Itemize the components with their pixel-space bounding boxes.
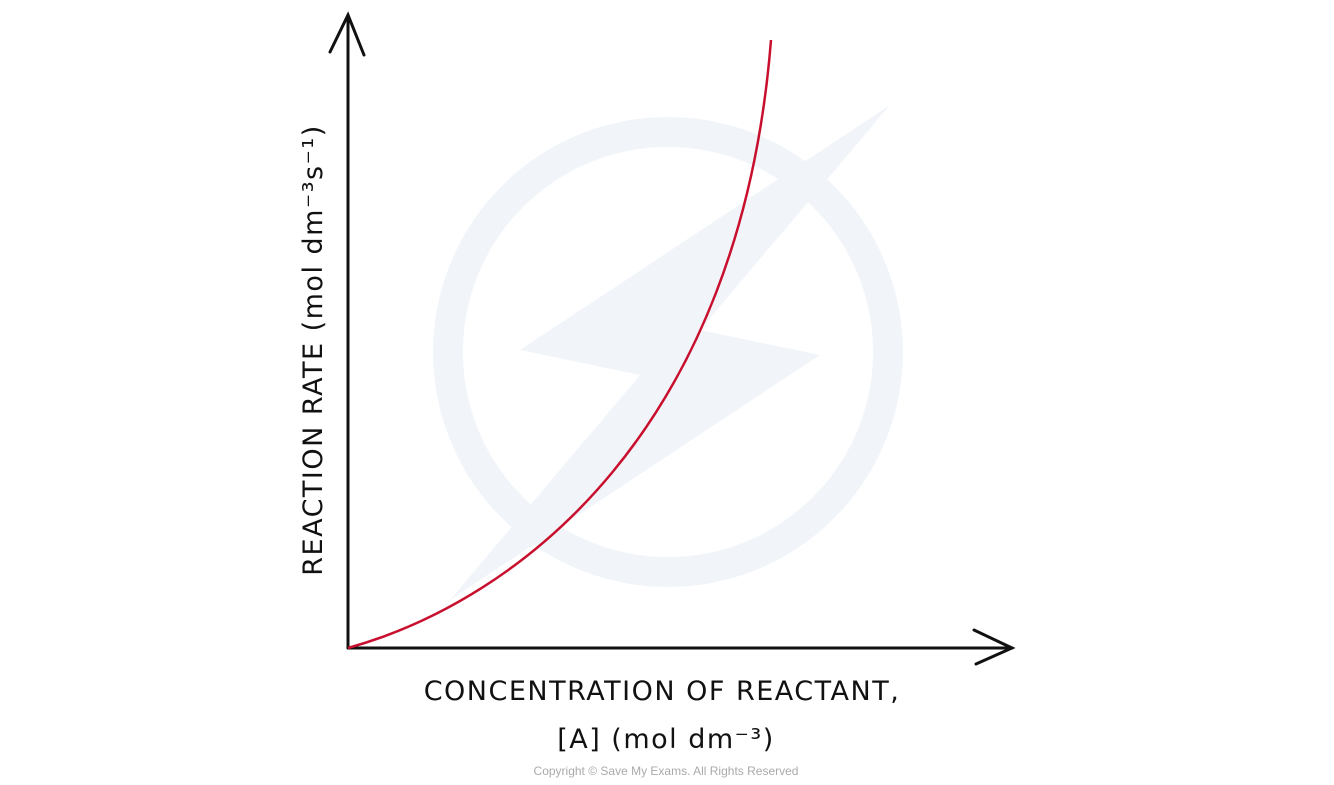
watermark [433, 105, 903, 600]
curve [347, 39, 773, 650]
copyright: Copyright © Save My Exams. All Rights Re… [534, 764, 799, 778]
y-axis-label: REACTION RATE (mol dm⁻³s⁻¹) [298, 124, 329, 575]
x-axis-label: CONCENTRATION OF REACTANT, [424, 676, 901, 707]
x-axis-label: [A] (mol dm⁻³) [557, 724, 775, 755]
axes [328, 11, 1016, 666]
